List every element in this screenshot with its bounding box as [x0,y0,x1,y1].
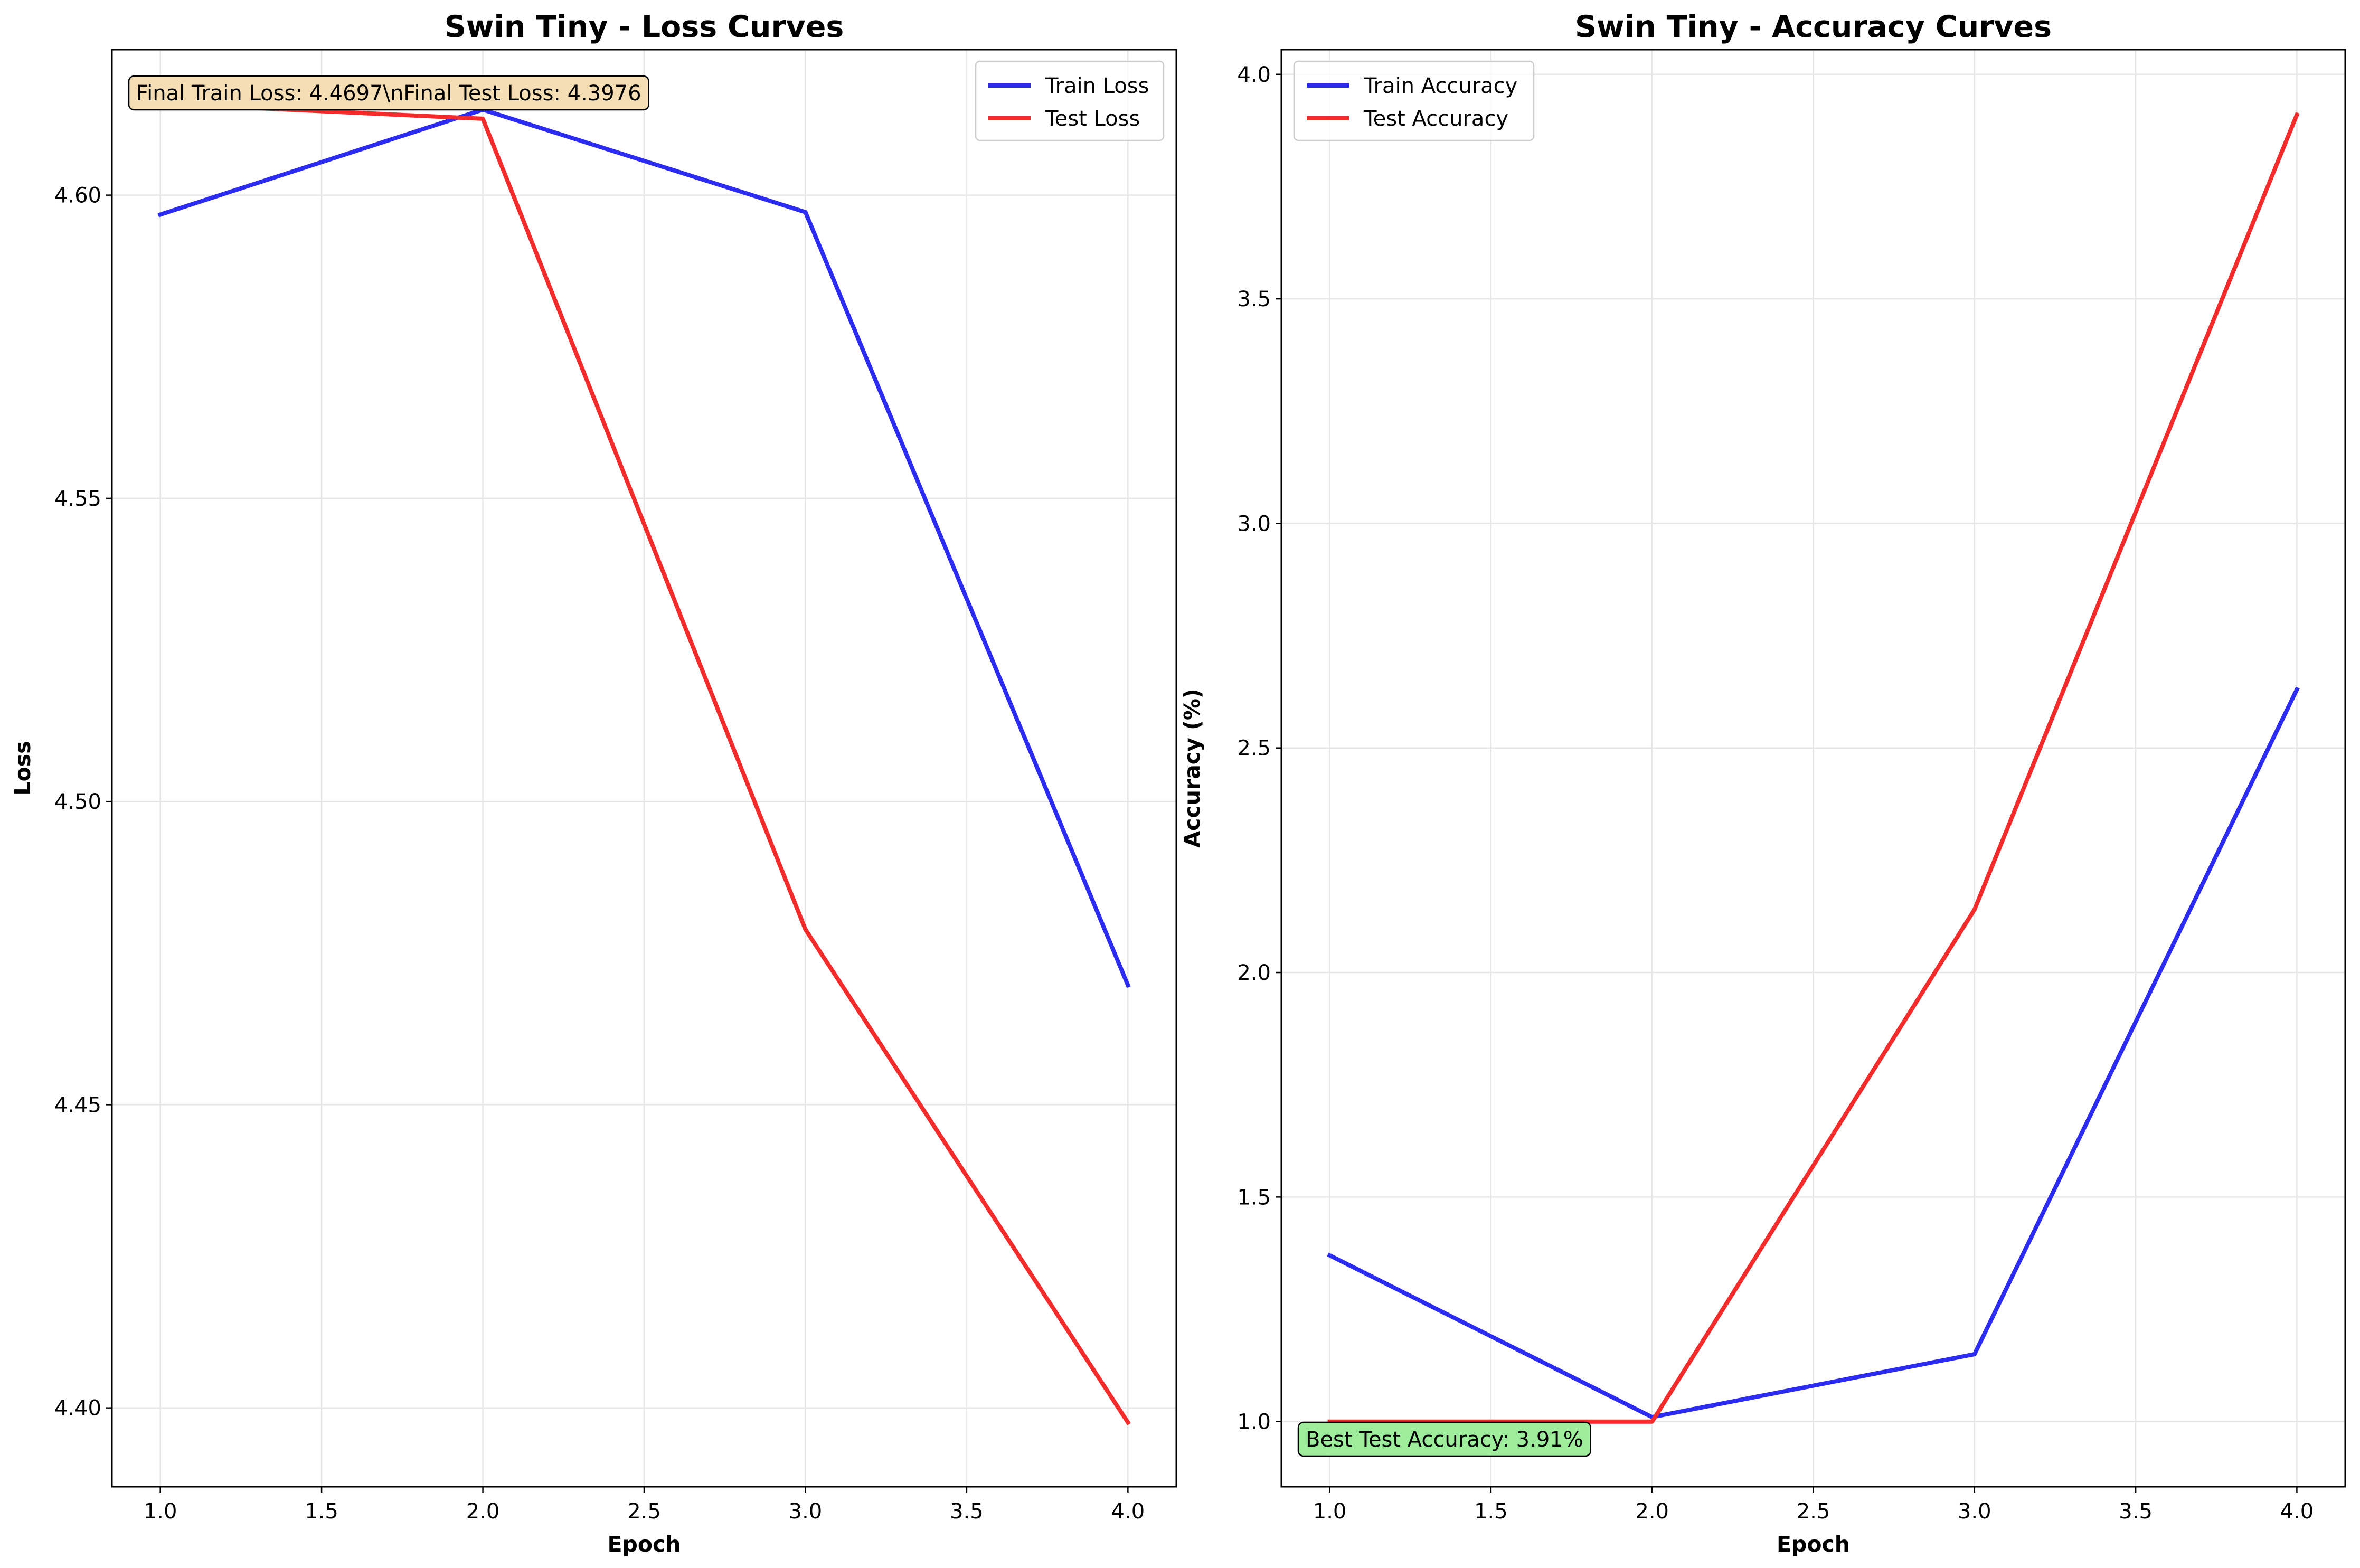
loss-chart: 1.0 1.5 2.0 2.5 3.0 3.5 4.0 4.40 4.45 4.50 4.55 4.6… [10,10,1177,1557]
annotation-box [128,75,649,111]
x-tick-label: 3.0 [789,1499,823,1524]
y-tick-label: 4.0 [1237,63,1271,87]
y-tick-label: 3.5 [1237,287,1271,311]
legend: Train Accuracy Test Accuracy [1293,60,1535,141]
x-tick-label: 1.0 [144,1499,177,1524]
legend-label: Test Loss [1045,107,1140,131]
x-tick-label: 1.5 [305,1499,338,1524]
x-axis-label: Epoch [1777,1532,1850,1557]
legend-label: Train Loss [1045,74,1149,98]
y-tick-label: 1.0 [1237,1410,1271,1434]
chart-title: Swin Tiny - Accuracy Curves [1575,10,2052,44]
y-tick-label: 4.60 [54,184,101,208]
series-line-train-accuracy [1327,686,2300,1420]
annotation-box [1297,1421,1591,1457]
axes-frame [1280,49,2346,1488]
y-tick-label: 4.45 [54,1093,101,1117]
x-tick-label: 4.0 [2280,1499,2314,1524]
legend-box [1293,60,1535,141]
x-tick-label: 2.5 [627,1499,661,1524]
y-tick-label: 4.40 [54,1396,101,1421]
annotation-text: Best Test Accuracy: 3.91% [1306,1428,1583,1452]
accuracy-chart: 1.0 1.5 2.0 2.5 3.0 3.5 4.0 1.0 1.5 2.0 2.5 3.0 3.5 4… [1179,10,2346,1557]
chart-title: Swin Tiny - Loss Curves [445,10,844,44]
x-tick-label: 1.0 [1313,1499,1347,1524]
legend-label: Train Accuracy [1363,74,1517,98]
y-tick-label: 2.0 [1237,961,1271,985]
y-axis-label: Accuracy (%) [1179,688,1205,847]
legend-label: Test Accuracy [1363,107,1508,131]
x-tick-label: 2.0 [1635,1499,1669,1524]
x-tick-label: 4.0 [1111,1499,1145,1524]
y-axis-label: Loss [10,741,35,795]
x-tick-label: 3.5 [950,1499,984,1524]
annotation-text: Final Train Loss: 4.4697\nFinal Test Los… [136,81,641,106]
annotation: Final Train Loss: 4.4697\nFinal Test Los… [128,75,649,111]
y-tick-label: 4.50 [54,790,101,814]
series-line-test-accuracy [1327,112,2300,1424]
x-tick-label: 2.5 [1797,1499,1830,1524]
y-tick-label: 3.0 [1237,512,1271,536]
legend-box [975,60,1165,141]
series-line-test-loss [158,101,1131,1425]
series-line-train-loss [157,107,1131,988]
x-axis-label: Epoch [607,1532,681,1557]
y-tick-label: 4.55 [54,487,101,511]
legend: Train Loss Test Loss [975,60,1165,141]
x-tick-label: 2.0 [466,1499,500,1524]
x-tick-label: 3.0 [1958,1499,1991,1524]
x-tick-label: 3.5 [2119,1499,2153,1524]
y-tick-label: 2.5 [1237,736,1271,761]
x-tick-label: 1.5 [1474,1499,1508,1524]
annotation: Best Test Accuracy: 3.91% [1297,1421,1591,1457]
axes-frame [111,49,1177,1488]
y-tick-label: 1.5 [1237,1185,1271,1210]
